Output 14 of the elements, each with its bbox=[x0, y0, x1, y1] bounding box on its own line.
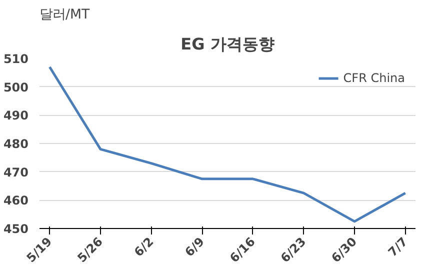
y-tick-label: 450 bbox=[3, 222, 29, 236]
x-tick-label: 6/9 bbox=[182, 234, 208, 260]
y-tick-label: 500 bbox=[3, 80, 29, 94]
y-axis-title: 달러/MT bbox=[40, 8, 90, 22]
line-series bbox=[48, 66, 407, 223]
x-tick-label: 6/2 bbox=[131, 234, 156, 260]
y-tick-label: 510 bbox=[3, 52, 29, 66]
x-tick-label: 7/7 bbox=[385, 234, 410, 260]
y-tick-label: 470 bbox=[3, 165, 29, 180]
legend-label: CFR China bbox=[343, 71, 405, 85]
y-tick-label: 490 bbox=[3, 108, 29, 123]
y-tick-label: 480 bbox=[3, 137, 29, 151]
y-tick-label: 460 bbox=[3, 194, 29, 208]
chart-title: EG 가격동향 bbox=[180, 34, 274, 54]
